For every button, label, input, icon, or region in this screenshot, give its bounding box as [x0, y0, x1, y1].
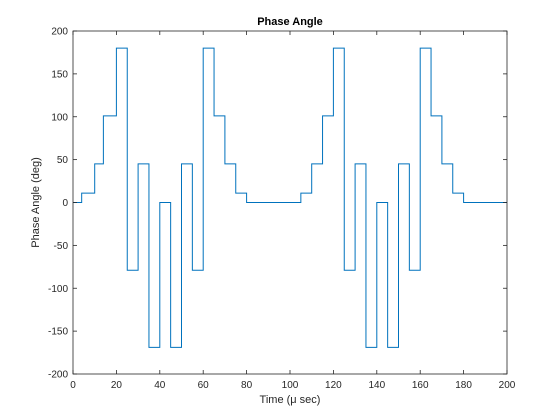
phase-angle-series-line [73, 47, 507, 348]
x-tick-label: 140 [368, 380, 385, 391]
y-tick-label: 0 [62, 198, 68, 209]
y-tick-label: -50 [54, 241, 69, 252]
y-tick-label: -200 [48, 370, 68, 381]
x-tick-label: 160 [412, 380, 429, 391]
y-tick-label: 200 [51, 27, 68, 38]
x-tick-label: 200 [499, 380, 516, 391]
x-tick-label: 120 [325, 380, 342, 391]
y-tick-label: -150 [48, 327, 68, 338]
x-tick-label: 60 [198, 380, 210, 391]
ticks-layer: 0 20 40 60 80 100 120 140 160 180 200 -200 -150 -100 -… [48, 27, 516, 392]
y-tick-label: 150 [51, 69, 68, 80]
y-axis-label: Phase Angle (deg) [30, 157, 42, 248]
x-tick-label: 20 [111, 380, 123, 391]
x-axis-label: Time (μ sec) [260, 394, 321, 406]
x-tick-label: 80 [241, 380, 253, 391]
series-layer [73, 47, 507, 348]
y-tick-label: 100 [51, 112, 68, 123]
x-tick-label: 0 [70, 380, 76, 391]
x-tick-label: 180 [455, 380, 472, 391]
x-tick-label: 100 [282, 380, 299, 391]
y-tick-label: -100 [48, 284, 68, 295]
chart-title: Phase Angle [257, 16, 323, 28]
y-tick-label: 50 [57, 155, 69, 166]
x-tick-label: 40 [154, 380, 166, 391]
